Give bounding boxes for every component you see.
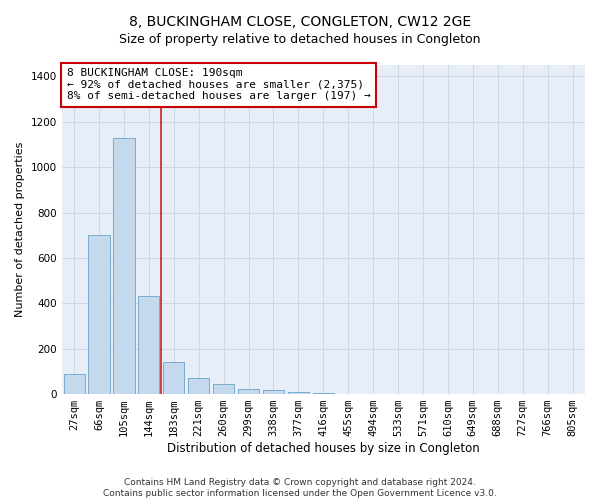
Bar bbox=[238, 389, 259, 394]
Bar bbox=[213, 384, 234, 394]
Text: Size of property relative to detached houses in Congleton: Size of property relative to detached ho… bbox=[119, 32, 481, 46]
Text: Contains HM Land Registry data © Crown copyright and database right 2024.
Contai: Contains HM Land Registry data © Crown c… bbox=[103, 478, 497, 498]
Bar bbox=[263, 390, 284, 394]
Text: 8 BUCKINGHAM CLOSE: 190sqm
← 92% of detached houses are smaller (2,375)
8% of se: 8 BUCKINGHAM CLOSE: 190sqm ← 92% of deta… bbox=[67, 68, 371, 102]
Bar bbox=[113, 138, 134, 394]
Bar bbox=[288, 392, 309, 394]
Y-axis label: Number of detached properties: Number of detached properties bbox=[15, 142, 25, 317]
Bar bbox=[138, 296, 160, 394]
Bar bbox=[64, 374, 85, 394]
Bar bbox=[163, 362, 184, 394]
Bar bbox=[88, 235, 110, 394]
X-axis label: Distribution of detached houses by size in Congleton: Distribution of detached houses by size … bbox=[167, 442, 480, 455]
Text: 8, BUCKINGHAM CLOSE, CONGLETON, CW12 2GE: 8, BUCKINGHAM CLOSE, CONGLETON, CW12 2GE bbox=[129, 15, 471, 29]
Bar bbox=[188, 378, 209, 394]
